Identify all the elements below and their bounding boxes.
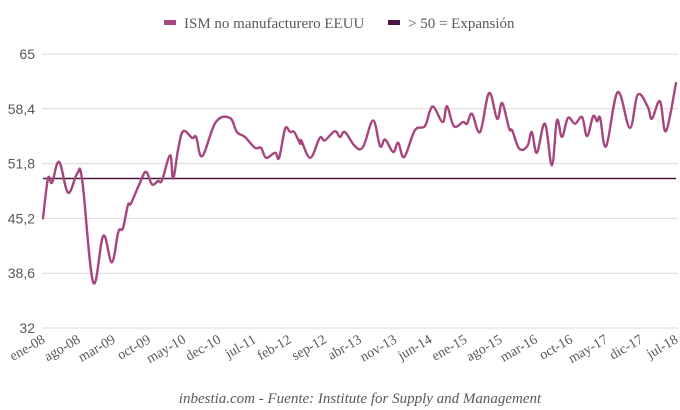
x-tick-label: sep-12 [290,332,330,364]
y-axis-ticks: 65 58,4 51,8 45,2 38,6 32 [8,46,35,336]
x-tick-label: nov-13 [358,332,400,365]
series-line-ism [41,81,678,285]
legend-label-expansion: > 50 = Expansión [408,16,515,32]
x-tick-label: may-10 [144,332,189,366]
x-tick-label: ago-08 [42,332,83,364]
legend-label-ism: ISM no manufacturero EEUU [184,16,365,32]
y-tick-label: 65 [19,46,35,62]
y-tick-label: 45,2 [8,210,35,226]
x-tick-label: ago-15 [464,332,505,364]
gridlines [42,53,678,329]
x-tick-label: ene-08 [8,332,48,364]
x-tick-label: mar-16 [498,332,540,365]
legend-swatch-ism [164,20,176,25]
x-tick-label: dec-10 [183,332,223,364]
y-tick-label: 51,8 [8,156,35,172]
legend: ISM no manufacturero EEUU > 50 = Expansi… [164,16,515,32]
x-tick-label: jul-11 [222,332,259,362]
x-tick-label: mar-09 [76,332,118,365]
x-tick-label: jul-18 [644,332,680,362]
y-tick-label: 58,4 [8,101,35,117]
x-tick-label: jun-14 [395,332,435,364]
source-footer: inbestia.com - Fuente: Institute for Sup… [179,391,542,407]
y-tick-label: 38,6 [8,265,35,281]
x-tick-label: abr-13 [326,332,365,363]
legend-swatch-expansion [388,20,400,25]
y-tick-label: 32 [19,320,35,336]
x-tick-label: may-17 [566,332,611,366]
x-tick-label: dic-17 [607,332,645,363]
x-tick-label: ene-15 [430,332,470,364]
x-tick-label: feb-12 [255,332,294,363]
